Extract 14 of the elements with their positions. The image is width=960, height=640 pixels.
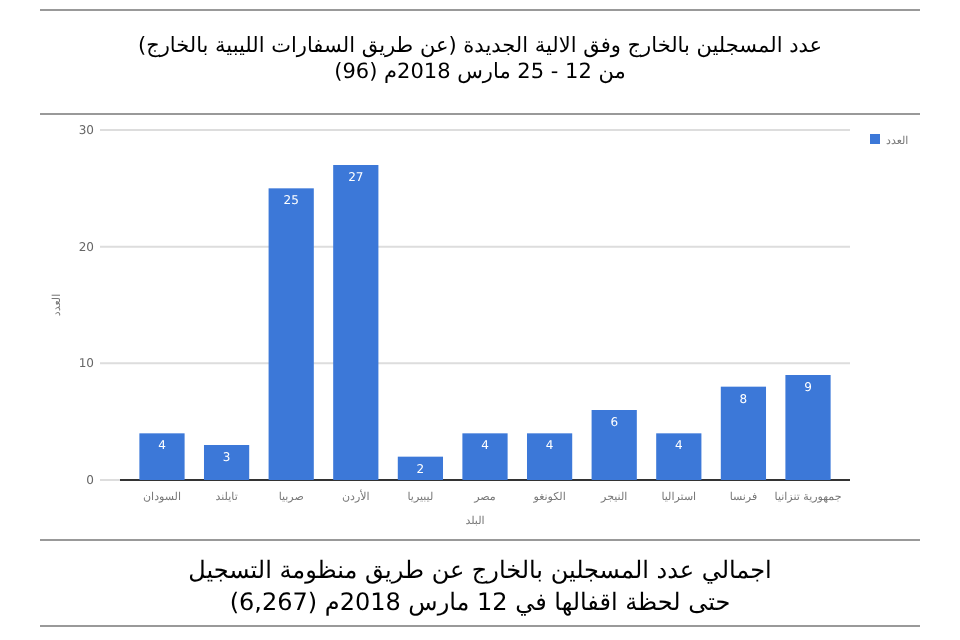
bar xyxy=(785,375,831,480)
bar xyxy=(333,165,379,480)
bar xyxy=(139,433,185,480)
text: اجمالي عدد المسجلين بالخارج عن طريق منظومة التسجيل xyxy=(188,556,772,584)
bar xyxy=(526,433,573,480)
bar xyxy=(268,188,314,480)
chart-title: عدد المسجلين بالخارج وفق الالية الجديدة (عن طريق السفارات الليبية بالخارج) من 12 - 25 مارس 2018م (96) xyxy=(137,34,823,84)
text: حتى لحظة اقفالها في 12 مارس 2018م (6,267) xyxy=(229,588,731,616)
bar xyxy=(720,386,767,480)
bar xyxy=(462,433,508,480)
bar xyxy=(656,433,702,480)
bar xyxy=(397,456,444,480)
bar xyxy=(203,445,250,480)
bar xyxy=(591,410,637,480)
